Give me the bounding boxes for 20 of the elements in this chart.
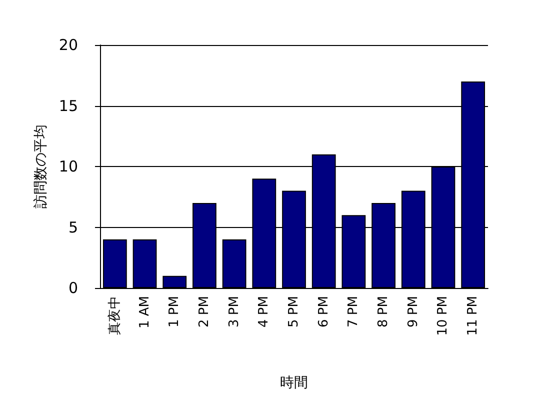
- x-tick-label: 6 PM: [316, 296, 332, 328]
- x-tick-label: 3 PM: [226, 296, 242, 328]
- y-tick-label: 20: [58, 36, 78, 54]
- x-tick-label: 真夜中: [106, 296, 122, 335]
- x-tick-label: 10 PM: [436, 296, 451, 336]
- x-axis-title: 時間: [280, 375, 308, 391]
- x-tick-label: 5 PM: [286, 296, 302, 328]
- x-tick-label: 2 PM: [196, 296, 212, 328]
- y-tick-label: 0: [68, 279, 78, 297]
- x-tick-label: 11 PM: [466, 296, 481, 336]
- x-tick-label: 9 PM: [406, 296, 421, 328]
- y-tick-label: 10: [58, 158, 78, 176]
- x-tick-label: 4 PM: [256, 296, 272, 328]
- x-tick-label: 7 PM: [346, 296, 362, 328]
- y-tick-label: 15: [58, 96, 78, 115]
- x-tick-label: 1 PM: [167, 296, 182, 328]
- x-tick-label: 8 PM: [376, 296, 392, 328]
- y-axis-title: 訪問数の平均: [33, 124, 50, 208]
- y-tick-label: 5: [68, 218, 78, 236]
- x-tick-label: 1 AM: [137, 296, 152, 329]
